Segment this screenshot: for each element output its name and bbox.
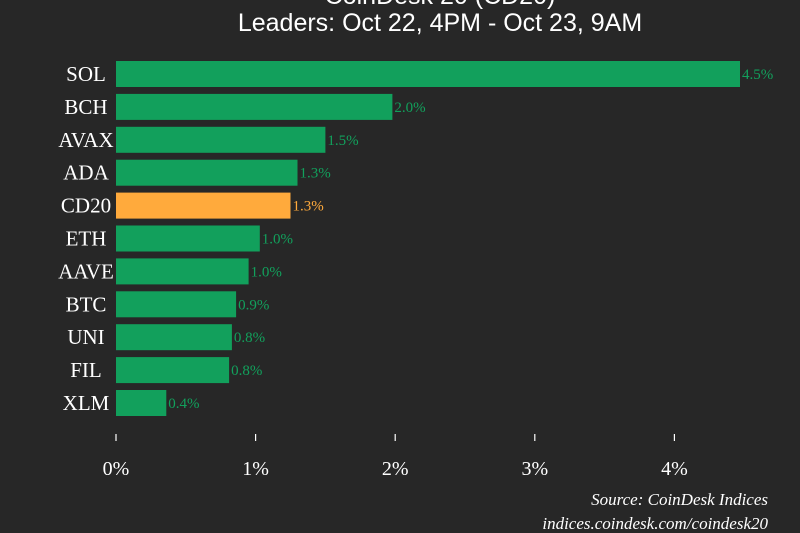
value-label-btc: 0.9% — [238, 297, 269, 313]
bar-sol — [116, 61, 740, 87]
bars — [116, 61, 740, 416]
bar-fil — [116, 357, 230, 384]
category-label-avax: AVAX — [58, 128, 113, 152]
value-label-uni: 0.8% — [234, 330, 265, 346]
value-label-fil: 0.8% — [231, 363, 262, 379]
bar-eth — [116, 225, 260, 252]
chart-subtitle: Leaders: Oct 22, 4PM - Oct 23, 9AM — [238, 9, 642, 37]
category-label-aave: AAVE — [58, 259, 114, 283]
chart-title: CoinDesk 20 (CD20) — [325, 0, 556, 10]
category-labels: SOL BCH AVAX ADA CD20 ETH AAVE BTC UNI FIL XLM — [58, 62, 114, 415]
category-label-xlm: XLM — [63, 391, 110, 415]
category-label-ada: ADA — [63, 161, 109, 185]
bar-bch — [116, 93, 393, 120]
bar-uni — [116, 324, 232, 351]
x-tick-label-2: 2% — [382, 458, 409, 480]
x-tick-label-4: 4% — [661, 458, 688, 480]
category-label-eth: ETH — [66, 227, 107, 251]
x-tick-label-0: 0% — [103, 458, 130, 480]
category-label-btc: BTC — [66, 292, 107, 316]
value-label-avax: 1.5% — [327, 133, 358, 149]
category-label-fil: FIL — [70, 358, 102, 382]
bar-xlm — [116, 390, 167, 416]
bar-btc — [116, 291, 237, 318]
value-label-ada: 1.3% — [300, 166, 331, 182]
value-label-aave: 1.0% — [251, 264, 282, 280]
value-label-bch: 2.0% — [394, 100, 425, 116]
category-label-bch: BCH — [64, 95, 107, 119]
value-label-xlm: 0.4% — [168, 396, 199, 412]
x-axis: 0% 1% 2% 3% 4% — [103, 434, 688, 480]
bar-ada — [116, 159, 298, 186]
x-tick-label-3: 3% — [521, 458, 548, 480]
source-note: Source: CoinDesk Indices — [591, 490, 768, 509]
source-url: indices.coindesk.com/coindesk20 — [542, 514, 768, 533]
value-label-eth: 1.0% — [262, 232, 293, 248]
x-tick-label-1: 1% — [242, 458, 269, 480]
value-label-cd20: 1.3% — [293, 199, 324, 215]
bar-aave — [116, 258, 249, 285]
bar-cd20 — [116, 192, 291, 219]
bar-avax — [116, 126, 326, 153]
category-label-cd20: CD20 — [61, 194, 111, 218]
category-label-uni: UNI — [67, 325, 104, 349]
category-label-sol: SOL — [66, 62, 106, 86]
value-label-sol: 4.5% — [742, 67, 773, 83]
value-labels: 4.5% 2.0% 1.5% 1.3% 1.3% 1.0% 1.0% 0.9% 0.8% 0.8%… — [168, 67, 773, 412]
